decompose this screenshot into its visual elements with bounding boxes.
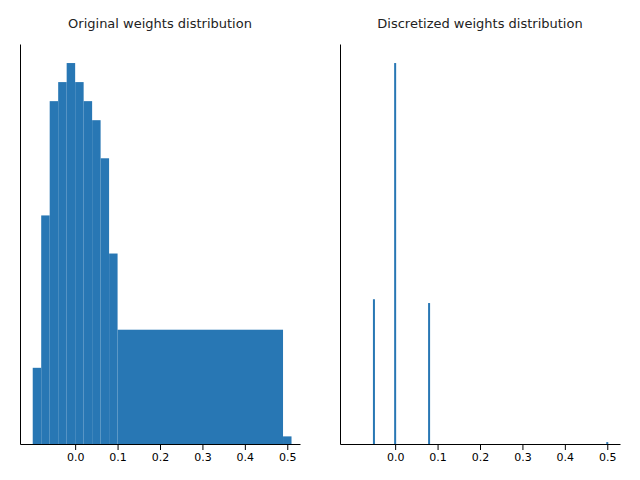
x-axis: 0.0 0.1 0.2 0.3 0.4 0.5 <box>21 444 301 464</box>
x-tick: 0.1 <box>109 444 127 464</box>
histogram-bar <box>101 158 109 444</box>
bar <box>428 303 430 444</box>
x-tick: 0.0 <box>67 444 85 464</box>
histogram-bar <box>67 63 75 444</box>
panel: 0.0 0.1 0.2 0.3 0.4 0.5 Original weights distr… <box>21 16 301 464</box>
chart: 0.0 0.1 0.2 0.3 0.4 0.5 Original weights distr… <box>0 0 640 480</box>
panel: 0.0 0.1 0.2 0.3 0.4 0.5 Discretized weights di… <box>341 16 621 464</box>
title: Original weights distribution <box>68 16 252 31</box>
x-tick-mark <box>395 444 396 450</box>
histogram-bar <box>118 330 283 444</box>
x-tick-mark <box>75 444 76 450</box>
x-tick: 0.3 <box>514 444 532 464</box>
histogram-bar <box>58 82 66 444</box>
x-tick: 0.2 <box>472 444 490 464</box>
x-tick-mark <box>202 444 203 450</box>
marks <box>373 63 608 444</box>
x-tick: 0.3 <box>194 444 212 464</box>
x-tick-mark <box>565 444 566 450</box>
x-tick-mark <box>607 444 608 450</box>
marks <box>33 63 292 444</box>
x-tick-label: 0.3 <box>514 451 532 464</box>
x-tick-label: 0.0 <box>67 451 85 464</box>
y-axis-line <box>20 45 21 445</box>
histogram-bar <box>84 101 92 444</box>
x-tick-label: 0.5 <box>279 451 297 464</box>
x-tick-label: 0.0 <box>387 451 405 464</box>
x-tick-mark <box>480 444 481 450</box>
x-tick-label: 0.3 <box>194 451 212 464</box>
x-tick: 0.4 <box>557 444 575 464</box>
x-tick-mark <box>438 444 439 450</box>
x-tick: 0.5 <box>279 444 297 464</box>
histogram-bar <box>109 254 117 444</box>
x-tick-label: 0.1 <box>109 451 127 464</box>
y-axis <box>20 45 21 445</box>
bar <box>606 442 608 444</box>
y-axis-line <box>340 45 341 445</box>
x-tick: 0.0 <box>387 444 405 464</box>
histogram-bar <box>283 436 291 444</box>
histogram-bar <box>33 368 41 444</box>
x-tick-label: 0.1 <box>429 451 447 464</box>
x-tick: 0.4 <box>237 444 255 464</box>
x-tick-label: 0.4 <box>557 451 575 464</box>
x-tick-label: 0.2 <box>472 451 490 464</box>
x-axis: 0.0 0.1 0.2 0.3 0.4 0.5 <box>341 444 621 464</box>
x-tick-mark <box>160 444 161 450</box>
bar <box>373 299 375 444</box>
x-tick-label: 0.4 <box>237 451 255 464</box>
histogram-bar <box>92 120 100 444</box>
x-tick-mark <box>245 444 246 450</box>
y-axis <box>340 45 341 445</box>
bar <box>394 63 396 444</box>
x-tick: 0.2 <box>152 444 170 464</box>
histogram-bar <box>50 101 58 444</box>
x-tick-label: 0.2 <box>152 451 170 464</box>
histogram-bar <box>75 82 83 444</box>
x-tick-mark <box>287 444 288 450</box>
x-tick-label: 0.5 <box>599 451 617 464</box>
x-tick-mark <box>522 444 523 450</box>
title: Discretized weights distribution <box>377 16 582 31</box>
x-tick: 0.5 <box>599 444 617 464</box>
x-tick-mark <box>118 444 119 450</box>
histogram-bar <box>41 215 49 444</box>
x-tick: 0.1 <box>429 444 447 464</box>
